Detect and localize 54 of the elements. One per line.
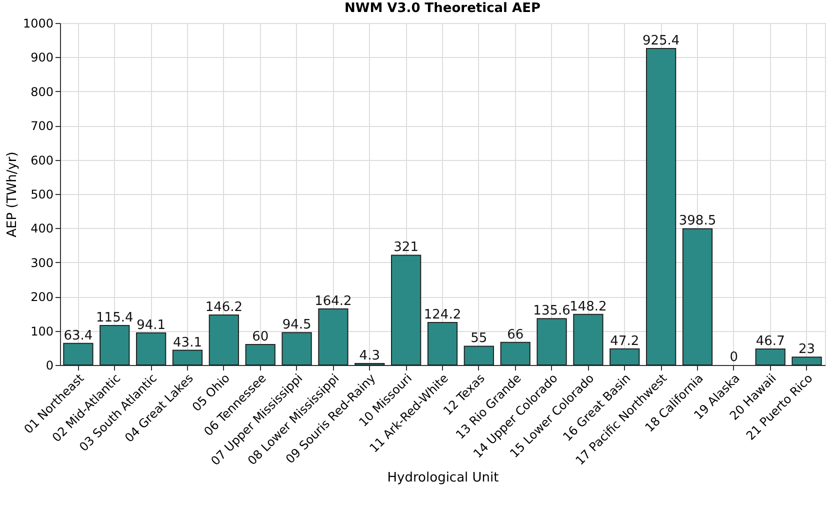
bar bbox=[208, 314, 239, 366]
data-label: 148.2 bbox=[570, 299, 607, 314]
bar bbox=[136, 332, 166, 366]
data-label: 398.5 bbox=[678, 214, 716, 229]
bar bbox=[391, 254, 422, 366]
y-tick-label: 900 bbox=[30, 50, 54, 65]
data-label: 66 bbox=[507, 327, 524, 342]
y-tick-label: 500 bbox=[30, 188, 54, 202]
bar bbox=[646, 48, 676, 366]
data-label: 94.1 bbox=[136, 318, 166, 333]
y-tick-label: 300 bbox=[30, 256, 54, 270]
data-label: 55 bbox=[470, 331, 488, 346]
data-label: 115.4 bbox=[96, 310, 134, 326]
y-tick-label: 200 bbox=[30, 290, 54, 304]
x-axis-title: Hydrological Unit bbox=[387, 470, 499, 486]
data-label: 60 bbox=[252, 329, 269, 344]
bar bbox=[610, 348, 640, 366]
bar bbox=[100, 325, 130, 366]
bar bbox=[464, 346, 494, 366]
bar bbox=[755, 348, 786, 366]
data-label: 23 bbox=[798, 342, 816, 358]
y-tick-label: 1000 bbox=[22, 16, 54, 30]
bar bbox=[245, 344, 276, 366]
data-label: 46.7 bbox=[756, 334, 785, 350]
bar bbox=[792, 356, 822, 366]
data-label: 321 bbox=[394, 240, 418, 256]
data-label: 94.5 bbox=[282, 318, 312, 333]
y-tick-label: 0 bbox=[46, 358, 54, 372]
y-tick-label: 600 bbox=[30, 153, 54, 168]
data-label: 43.1 bbox=[173, 335, 202, 350]
y-tick-label: 800 bbox=[30, 84, 54, 99]
data-label: 164.2 bbox=[314, 294, 352, 309]
y-tick-label: 400 bbox=[30, 222, 54, 236]
bar bbox=[63, 342, 94, 366]
data-label: 146.2 bbox=[205, 300, 243, 315]
bar bbox=[573, 314, 604, 366]
data-label: 925.4 bbox=[642, 34, 680, 49]
bar bbox=[427, 322, 458, 366]
bar bbox=[172, 350, 203, 366]
y-tick-label: 100 bbox=[30, 324, 54, 338]
data-label: 47.2 bbox=[610, 334, 640, 349]
data-label: 124.2 bbox=[424, 308, 462, 323]
bar bbox=[536, 318, 567, 366]
bar bbox=[682, 228, 713, 366]
y-tick-label: 700 bbox=[30, 119, 54, 134]
data-label: 135.6 bbox=[533, 304, 570, 319]
data-label: 0 bbox=[730, 350, 738, 365]
bar bbox=[500, 342, 530, 366]
data-label: 4.3 bbox=[359, 348, 380, 364]
y-axis-title: AEP (TWh/yr) bbox=[4, 152, 20, 238]
chart-title: NWM V3.0 Theoretical AEP bbox=[344, 1, 540, 16]
bar bbox=[282, 332, 312, 366]
data-label: 63.4 bbox=[64, 328, 93, 344]
bar bbox=[318, 308, 348, 366]
